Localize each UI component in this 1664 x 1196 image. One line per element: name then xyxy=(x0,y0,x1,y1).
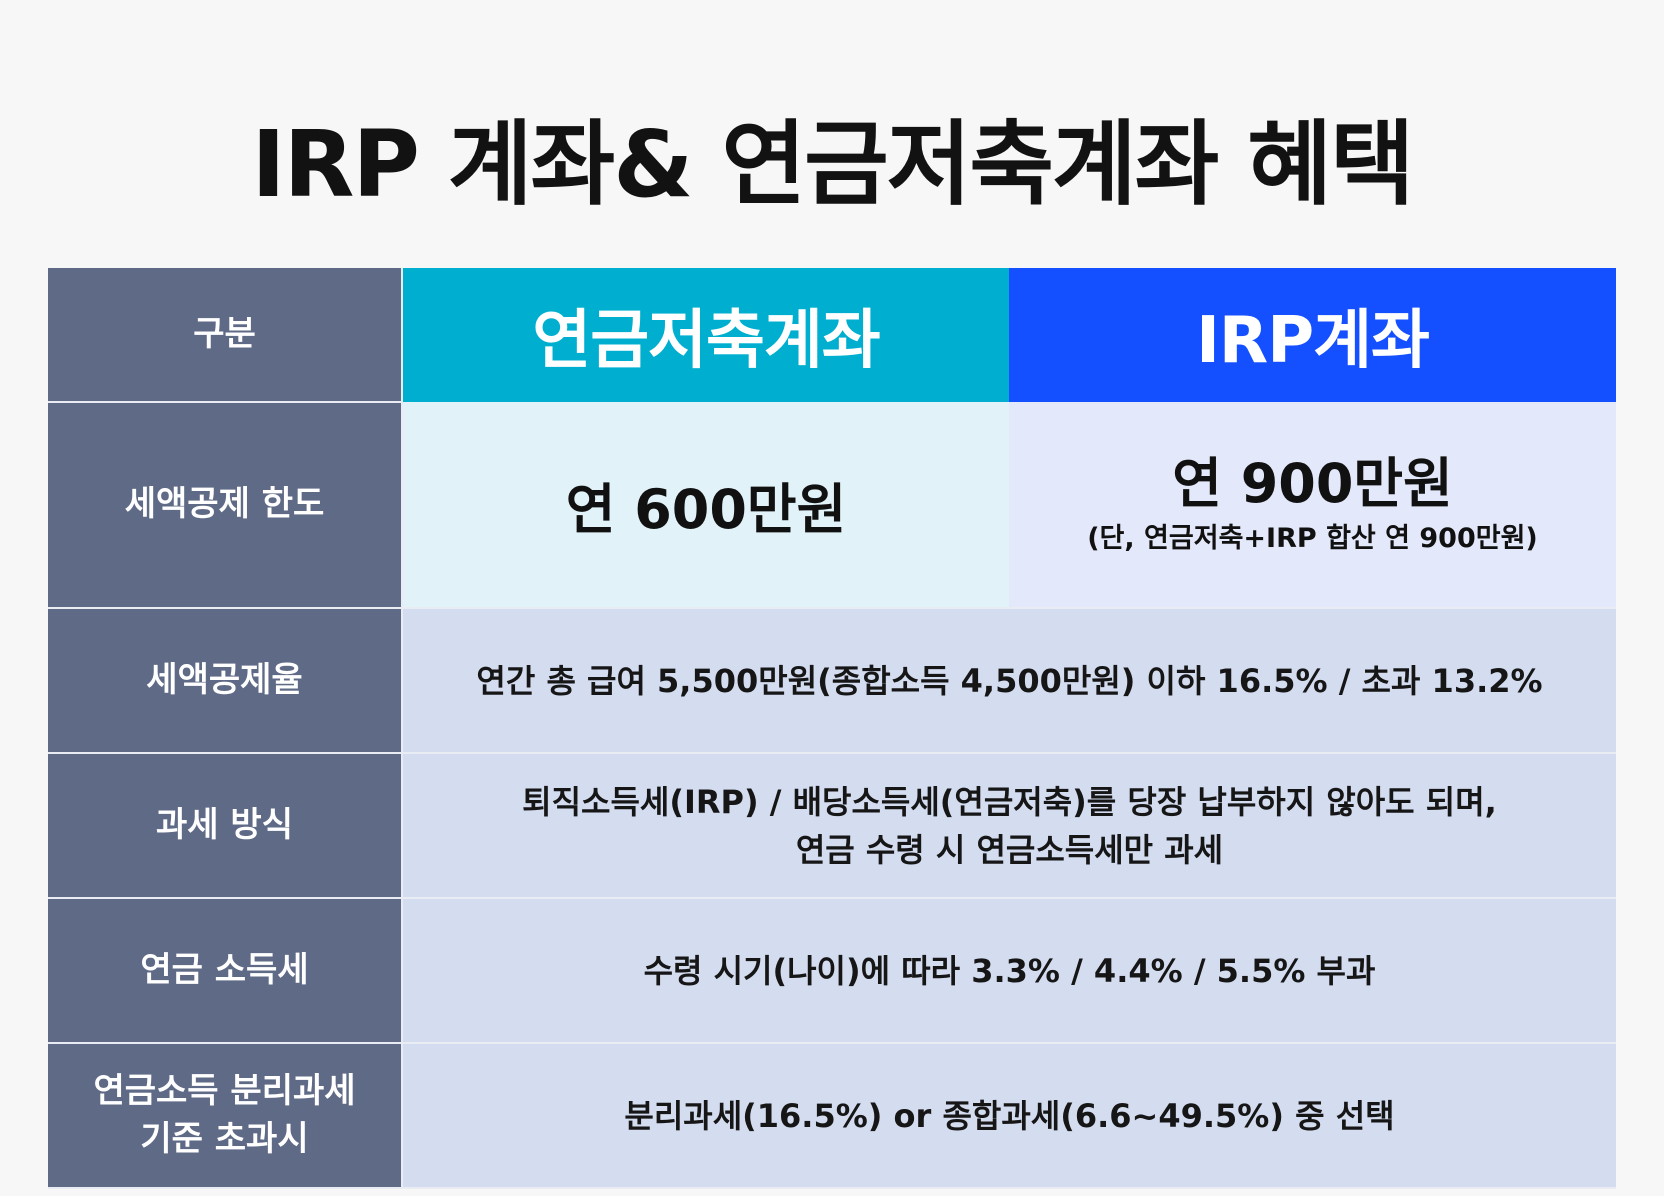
table-row: 세액공제 한도 연 600만원 연 900만원 (단, 연금저축+IRP 합산 … xyxy=(48,402,1616,609)
pension-income-tax-value: 수령 시기(나이)에 따라 3.3% / 4.4% / 5.5% 부과 xyxy=(402,898,1616,1044)
row-category-deduction-limit: 세액공제 한도 xyxy=(48,402,403,609)
table-header-row: 구분 연금저축계좌 IRP계좌 xyxy=(48,268,1616,403)
row-category-separate-taxation: 연금소득 분리과세 기준 초과시 xyxy=(48,1043,403,1189)
table-row: 과세 방식 퇴직소득세(IRP) / 배당소득세(연금저축)를 당장 납부하지 … xyxy=(48,753,1616,899)
taxation-method-line-2: 연금 수령 시 연금소득세만 과세 xyxy=(795,830,1224,869)
row-category-taxation-method: 과세 방식 xyxy=(48,753,403,899)
taxation-method-value: 퇴직소득세(IRP) / 배당소득세(연금저축)를 당장 납부하지 않아도 되며… xyxy=(402,753,1616,899)
irp-limit: 연 900만원 xyxy=(1172,451,1453,515)
row-category-deduction-rate: 세액공제율 xyxy=(48,608,403,754)
header-pension-savings: 연금저축계좌 xyxy=(402,268,1009,402)
separate-taxation-category-line-1: 연금소득 분리과세 xyxy=(93,1070,356,1111)
pension-savings-limit: 연 600만원 xyxy=(402,402,1009,609)
deduction-rate-value: 연간 총 급여 5,500만원(종합소득 4,500만원) 이하 16.5% /… xyxy=(402,608,1616,754)
page-title: IRP 계좌& 연금저축계좌 혜택 xyxy=(251,111,1414,218)
comparison-table: 구분 연금저축계좌 IRP계좌 세액공제 한도 연 600만원 연 900만원 … xyxy=(48,268,1616,1189)
irp-limit-cell: 연 900만원 (단, 연금저축+IRP 합산 연 900만원) xyxy=(1009,402,1616,609)
taxation-method-line-1: 퇴직소득세(IRP) / 배당소득세(연금저축)를 당장 납부하지 않아도 되며… xyxy=(522,782,1497,821)
table-row: 세액공제율 연간 총 급여 5,500만원(종합소득 4,500만원) 이하 1… xyxy=(48,608,1616,754)
table-row: 연금소득 분리과세 기준 초과시 분리과세(16.5%) or 종합과세(6.6… xyxy=(48,1043,1616,1189)
table-row: 연금 소득세 수령 시기(나이)에 따라 3.3% / 4.4% / 5.5% … xyxy=(48,898,1616,1044)
irp-limit-note: (단, 연금저축+IRP 합산 연 900만원) xyxy=(1087,523,1538,554)
header-category: 구분 xyxy=(48,268,403,403)
separate-taxation-value: 분리과세(16.5%) or 종합과세(6.6~49.5%) 중 선택 xyxy=(402,1043,1616,1189)
separate-taxation-category-line-2: 기준 초과시 xyxy=(140,1118,309,1159)
header-irp: IRP계좌 xyxy=(1009,268,1616,402)
row-category-pension-income-tax: 연금 소득세 xyxy=(48,898,403,1044)
